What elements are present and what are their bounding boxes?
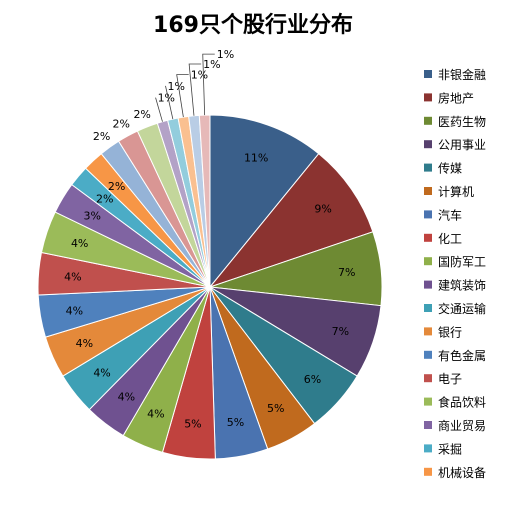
legend-label: 国防军工 bbox=[438, 254, 486, 269]
slice-data-label: 1% bbox=[217, 48, 234, 61]
legend-label: 机械设备 bbox=[438, 465, 486, 480]
legend-label: 交通运输 bbox=[438, 301, 486, 316]
slice-data-label: 2% bbox=[133, 108, 150, 121]
slice-data-label: 4% bbox=[66, 304, 83, 317]
legend-swatch bbox=[424, 70, 432, 78]
slice-data-label: 4% bbox=[76, 337, 93, 350]
legend-swatch bbox=[424, 467, 432, 476]
legend-swatch bbox=[424, 187, 432, 195]
slice-data-label: 6% bbox=[304, 373, 321, 386]
slice-data-label: 4% bbox=[118, 390, 135, 403]
legend-swatch bbox=[424, 350, 432, 359]
legend-label: 传媒 bbox=[438, 161, 462, 176]
pie-slice bbox=[209, 114, 320, 289]
slice-data-label: 1% bbox=[168, 80, 185, 93]
legend-label: 商业贸易 bbox=[438, 418, 486, 433]
slice-data-label: 4% bbox=[64, 270, 81, 283]
chart-title: 169只个股行业分布 bbox=[153, 12, 353, 38]
slice-data-label: 11% bbox=[244, 151, 268, 164]
slice-data-label: 7% bbox=[332, 325, 349, 338]
slice-data-label: 2% bbox=[112, 118, 129, 131]
legend-label: 采掘 bbox=[438, 441, 462, 456]
legend-swatch bbox=[424, 93, 432, 102]
slice-data-label: 2% bbox=[108, 180, 125, 193]
pie-slice bbox=[208, 153, 374, 289]
pie-slice bbox=[198, 114, 211, 288]
slice-data-label: 3% bbox=[84, 210, 101, 223]
slice-data-label: 5% bbox=[184, 418, 201, 431]
legend-label: 汽车 bbox=[438, 207, 462, 222]
slice-data-label: 2% bbox=[93, 130, 110, 143]
legend-swatch bbox=[424, 444, 432, 453]
leader-line bbox=[165, 85, 174, 120]
legend-swatch bbox=[424, 280, 432, 289]
legend-label: 食品饮料 bbox=[438, 395, 486, 410]
slice-data-label: 9% bbox=[314, 203, 331, 216]
pie-slices bbox=[37, 114, 383, 460]
legend-label: 非银金融 bbox=[438, 67, 486, 82]
legend-swatch bbox=[424, 257, 432, 266]
leader-line bbox=[202, 53, 215, 116]
legend-swatch bbox=[424, 233, 432, 242]
slice-labels: 11%9%7%7%6%5%5%5%4%4%4%4%4%4%4%3%2%2%2%2… bbox=[64, 48, 355, 430]
legend-label: 电子 bbox=[438, 372, 462, 386]
slice-data-label: 1% bbox=[158, 92, 175, 105]
legend-label: 化工 bbox=[438, 232, 462, 246]
slice-data-label: 7% bbox=[338, 266, 355, 279]
slice-data-label: 5% bbox=[227, 416, 244, 429]
leader-line bbox=[188, 63, 202, 116]
legend-swatch bbox=[424, 116, 432, 125]
legend-label: 房地产 bbox=[438, 90, 474, 105]
legend-label: 公用事业 bbox=[438, 138, 486, 152]
leader-line bbox=[155, 97, 163, 122]
legend-label: 建筑装饰 bbox=[438, 278, 486, 293]
slice-data-label: 4% bbox=[93, 366, 110, 379]
legend-label: 计算机 bbox=[438, 184, 474, 199]
legend-swatch bbox=[424, 327, 432, 336]
slice-data-label: 5% bbox=[267, 402, 284, 415]
slice-data-label: 2% bbox=[96, 192, 113, 205]
legend-swatch bbox=[424, 374, 432, 383]
legend-swatch bbox=[424, 397, 432, 406]
leader-line bbox=[176, 74, 189, 118]
legend-swatch bbox=[424, 140, 432, 149]
legend-label: 有色金属 bbox=[438, 348, 486, 363]
legend-swatch bbox=[424, 163, 432, 172]
slice-data-label: 1% bbox=[203, 58, 220, 71]
legend: 非银金融房地产医药生物公用事业传媒计算机汽车化工国防军工建筑装饰交通运输银行有色… bbox=[424, 67, 486, 480]
legend-label: 医药生物 bbox=[438, 115, 486, 129]
legend-swatch bbox=[424, 421, 432, 429]
legend-swatch bbox=[424, 210, 432, 219]
legend-swatch bbox=[424, 304, 432, 312]
slice-data-label: 4% bbox=[147, 408, 164, 421]
slice-data-label: 4% bbox=[71, 237, 88, 250]
legend-label: 银行 bbox=[438, 325, 462, 339]
